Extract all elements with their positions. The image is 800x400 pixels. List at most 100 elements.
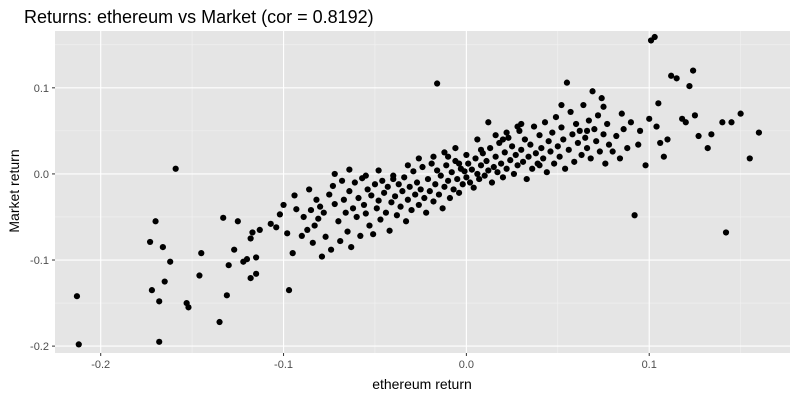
data-point: [571, 158, 578, 165]
data-point: [412, 191, 419, 198]
data-point: [289, 250, 296, 257]
data-point: [455, 189, 463, 196]
data-point: [470, 184, 477, 191]
data-point: [167, 258, 174, 265]
data-point: [410, 168, 417, 175]
data-point: [415, 201, 422, 209]
data-point: [580, 101, 587, 109]
data-point: [518, 120, 525, 128]
data-point: [518, 146, 525, 153]
data-point: [673, 75, 680, 82]
data-point: [322, 233, 329, 240]
data-point: [75, 341, 82, 348]
data-point: [642, 162, 649, 169]
data-point: [521, 136, 528, 143]
data-point: [344, 228, 351, 235]
data-point: [541, 119, 549, 126]
data-point: [291, 192, 298, 199]
data-point: [444, 177, 452, 184]
data-point: [276, 211, 283, 218]
data-point: [530, 123, 538, 130]
data-point: [646, 115, 653, 122]
data-point: [487, 144, 494, 152]
data-point: [512, 151, 519, 159]
data-point: [247, 274, 254, 282]
major-grid: [55, 31, 790, 353]
data-point: [300, 213, 307, 221]
data-point: [503, 129, 510, 136]
data-point: [435, 191, 443, 198]
data-point: [152, 218, 159, 225]
data-point: [455, 160, 463, 167]
data-point: [529, 165, 536, 172]
data-point: [463, 151, 470, 159]
data-point: [525, 153, 532, 160]
data-point: [298, 232, 305, 240]
data-point: [490, 163, 497, 171]
data-point: [415, 155, 422, 162]
data-point: [488, 179, 496, 186]
data-point: [388, 199, 395, 206]
data-point: [408, 206, 415, 214]
data-point: [540, 155, 547, 162]
data-point: [331, 170, 338, 178]
data-point: [441, 149, 448, 156]
data-point: [474, 136, 481, 143]
data-point: [476, 175, 483, 183]
x-axis-ticks: -0.2 -0.1 0.0 0.1: [91, 353, 657, 371]
data-point: [337, 237, 344, 245]
data-point: [452, 144, 459, 152]
data-point: [576, 127, 583, 134]
data-point: [223, 292, 230, 299]
data-point: [329, 182, 337, 190]
data-point: [722, 229, 730, 236]
data-point: [510, 170, 518, 178]
data-point: [446, 194, 454, 202]
data-point: [424, 175, 432, 183]
plot-panel: [55, 31, 790, 353]
data-point: [346, 166, 353, 173]
data-point: [313, 196, 320, 203]
data-point: [253, 270, 260, 277]
data-point: [326, 191, 333, 198]
data-point: [624, 144, 631, 152]
y-axis-ticks: -0.2 -0.1 0.0 0.1: [30, 83, 55, 353]
data-point: [572, 120, 580, 128]
data-point: [401, 174, 408, 181]
data-point: [362, 210, 369, 217]
data-point: [668, 72, 675, 79]
data-point: [439, 205, 446, 212]
data-point: [602, 160, 609, 167]
data-point: [273, 224, 280, 231]
data-point: [382, 209, 390, 216]
data-point: [198, 250, 205, 257]
data-point: [315, 215, 322, 222]
data-point: [547, 148, 554, 155]
data-point: [437, 172, 444, 179]
data-point: [196, 272, 203, 279]
data-point: [375, 197, 382, 204]
data-point: [551, 160, 558, 167]
data-point: [746, 155, 753, 162]
data-point: [514, 162, 521, 169]
data-point: [737, 110, 744, 117]
data-point: [552, 113, 560, 121]
data-point: [306, 186, 313, 193]
data-point: [481, 172, 488, 179]
data-point: [402, 218, 410, 225]
data-point: [682, 119, 689, 126]
data-point: [562, 165, 569, 172]
data-point: [386, 227, 393, 234]
data-point: [247, 235, 254, 242]
data-point: [527, 141, 534, 148]
data-point: [430, 153, 437, 160]
data-point: [465, 160, 472, 167]
x-tick-label: 0.1: [642, 359, 657, 371]
data-point: [450, 186, 457, 193]
data-point: [417, 186, 424, 193]
data-point: [421, 194, 428, 202]
chart-title: Returns: ethereum vs Market (cor = 0.819…: [24, 7, 374, 27]
data-point: [311, 222, 318, 229]
data-point: [589, 88, 596, 95]
